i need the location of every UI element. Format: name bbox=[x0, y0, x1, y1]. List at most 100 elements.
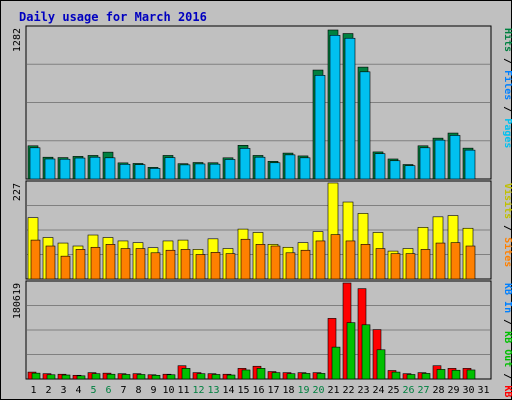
sites-bar-28 bbox=[435, 242, 446, 280]
kb-out-bar-3 bbox=[61, 374, 71, 380]
pages-bar-26 bbox=[404, 165, 416, 180]
day-label-28: 28 bbox=[432, 385, 444, 396]
pages-bar-2 bbox=[44, 158, 56, 180]
sites-bar-23 bbox=[360, 244, 371, 280]
y-max-label-2: 227 bbox=[12, 183, 23, 201]
sites-bar-14 bbox=[225, 253, 236, 280]
sites-bar-3 bbox=[60, 255, 71, 280]
day-label-20: 20 bbox=[312, 385, 324, 396]
kb-out-bar-17 bbox=[271, 372, 281, 380]
pages-bar-15 bbox=[239, 148, 251, 180]
kb-out-bar-18 bbox=[286, 373, 296, 380]
day-label-2: 2 bbox=[45, 385, 51, 396]
kb-out-bar-26 bbox=[406, 374, 416, 380]
day-label-23: 23 bbox=[357, 385, 369, 396]
pages-bar-9 bbox=[149, 168, 161, 180]
pages-bar-3 bbox=[59, 158, 71, 180]
pages-bar-8 bbox=[134, 164, 146, 180]
legend-panel-3: KB In / KB Out / KB F bbox=[502, 283, 512, 401]
day-label-24: 24 bbox=[372, 385, 384, 396]
pages-bar-22 bbox=[344, 37, 356, 180]
sites-bar-19 bbox=[300, 249, 311, 280]
kb-out-bar-29 bbox=[451, 369, 461, 380]
sites-bar-26 bbox=[405, 253, 416, 280]
day-label-9: 9 bbox=[150, 385, 156, 396]
sites-bar-20 bbox=[315, 240, 326, 280]
kb-out-bar-14 bbox=[226, 374, 236, 380]
kb-out-bar-19 bbox=[301, 373, 311, 380]
day-label-30: 30 bbox=[462, 385, 474, 396]
legend-kb-f: KB F bbox=[502, 385, 512, 401]
day-label-7: 7 bbox=[120, 385, 126, 396]
kb-out-bar-22 bbox=[346, 322, 356, 380]
day-label-1: 1 bbox=[30, 385, 36, 396]
day-label-22: 22 bbox=[342, 385, 354, 396]
legend-visits: Visits bbox=[502, 183, 512, 219]
kb-out-bar-25 bbox=[391, 371, 401, 380]
pages-bar-11 bbox=[179, 164, 191, 180]
kb-out-bar-16 bbox=[256, 368, 266, 380]
day-label-18: 18 bbox=[282, 385, 294, 396]
day-label-11: 11 bbox=[177, 385, 189, 396]
sites-bar-4 bbox=[75, 249, 86, 280]
pages-bar-21 bbox=[329, 35, 341, 180]
day-label-19: 19 bbox=[297, 385, 309, 396]
day-label-17: 17 bbox=[267, 385, 279, 396]
kb-out-bar-13 bbox=[211, 374, 221, 380]
legend-sites: Sites bbox=[502, 237, 512, 267]
day-label-16: 16 bbox=[252, 385, 264, 396]
pages-bar-4 bbox=[74, 157, 86, 180]
pages-bar-6 bbox=[104, 157, 116, 180]
pages-bar-25 bbox=[389, 160, 401, 180]
sites-bar-30 bbox=[465, 245, 476, 280]
day-label-31: 31 bbox=[477, 385, 489, 396]
pages-bar-18 bbox=[284, 154, 296, 180]
kb-out-bar-6 bbox=[106, 373, 116, 380]
sites-bar-9 bbox=[150, 252, 161, 280]
pages-bar-30 bbox=[464, 149, 476, 180]
kb-out-bar-15 bbox=[241, 369, 251, 380]
pages-bar-27 bbox=[419, 147, 431, 180]
pages-bar-20 bbox=[314, 75, 326, 180]
sites-bar-2 bbox=[45, 245, 56, 280]
day-label-3: 3 bbox=[60, 385, 66, 396]
sites-bar-1 bbox=[30, 239, 41, 280]
pages-bar-17 bbox=[269, 162, 281, 180]
legend-files: Files bbox=[502, 70, 512, 100]
kb-out-bar-27 bbox=[421, 373, 431, 380]
pages-bar-13 bbox=[209, 163, 221, 180]
sites-bar-5 bbox=[90, 246, 101, 280]
kb-out-bar-21 bbox=[331, 346, 341, 380]
pages-bar-23 bbox=[359, 71, 371, 180]
sites-bar-6 bbox=[105, 244, 116, 280]
kb-out-bar-24 bbox=[376, 349, 386, 380]
pages-bar-5 bbox=[89, 156, 101, 180]
kb-out-bar-23 bbox=[361, 324, 371, 380]
kb-out-bar-11 bbox=[181, 368, 191, 380]
sites-bar-25 bbox=[390, 253, 401, 280]
sites-bar-15 bbox=[240, 238, 251, 280]
pages-bar-19 bbox=[299, 157, 311, 180]
pages-bar-12 bbox=[194, 163, 206, 180]
sites-bar-12 bbox=[195, 254, 206, 280]
sites-bar-18 bbox=[285, 252, 296, 280]
legend-pages: Pages bbox=[502, 118, 512, 148]
sites-bar-17 bbox=[270, 245, 281, 280]
pages-bar-28 bbox=[434, 139, 446, 180]
sites-bar-29 bbox=[450, 242, 461, 280]
day-label-6: 6 bbox=[105, 385, 111, 396]
sites-bar-8 bbox=[135, 248, 146, 280]
kb-out-bar-10 bbox=[166, 374, 176, 380]
day-label-8: 8 bbox=[135, 385, 141, 396]
pages-bar-24 bbox=[374, 153, 386, 180]
sites-bar-11 bbox=[180, 249, 191, 280]
legend-kb-in: KB In bbox=[502, 283, 512, 313]
kb-out-bar-1 bbox=[31, 372, 41, 380]
day-label-12: 12 bbox=[192, 385, 204, 396]
kb-out-bar-5 bbox=[91, 373, 101, 380]
kb-out-bar-8 bbox=[136, 374, 146, 380]
sites-bar-13 bbox=[210, 252, 221, 280]
kb-out-bar-30 bbox=[466, 369, 476, 380]
